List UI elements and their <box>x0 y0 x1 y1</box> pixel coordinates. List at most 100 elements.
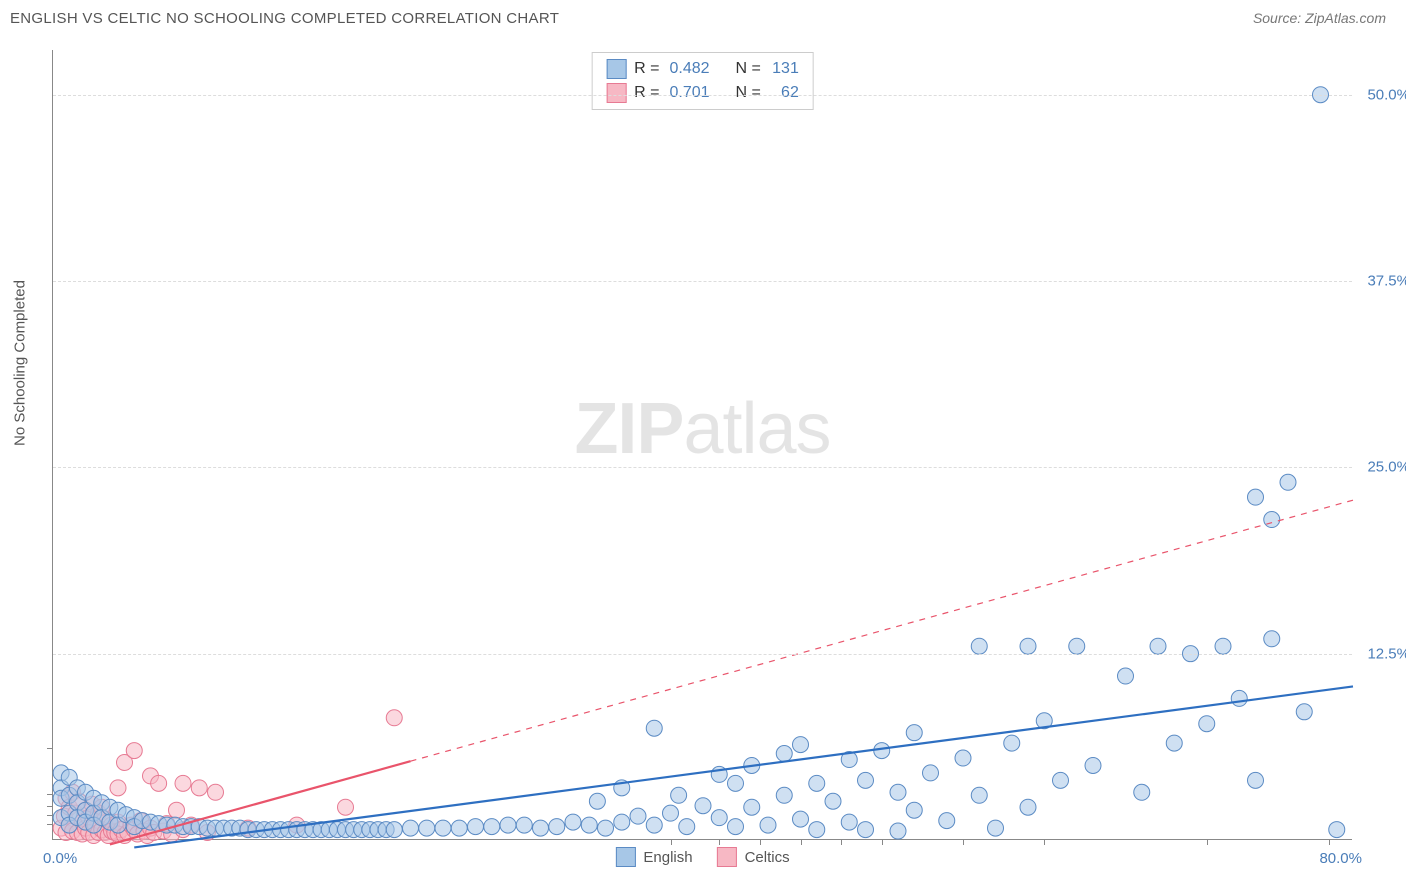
y-tick-label: 25.0% <box>1360 459 1406 476</box>
data-point <box>208 784 224 800</box>
data-point <box>858 822 874 838</box>
data-point <box>1166 735 1182 751</box>
y-tick <box>47 806 53 807</box>
data-point <box>906 802 922 818</box>
data-point <box>1280 474 1296 490</box>
data-point <box>1150 638 1166 654</box>
data-point <box>744 799 760 815</box>
data-point <box>793 811 809 827</box>
data-point <box>971 787 987 803</box>
data-point <box>695 798 711 814</box>
data-point <box>386 710 402 726</box>
data-point <box>126 743 142 759</box>
data-point <box>468 819 484 835</box>
data-point <box>1020 799 1036 815</box>
legend-item: English <box>615 847 692 867</box>
chart-source: Source: ZipAtlas.com <box>1253 10 1386 26</box>
grid-line <box>53 281 1352 282</box>
x-tick <box>1044 839 1045 845</box>
data-point <box>175 775 191 791</box>
data-point <box>403 820 419 836</box>
data-point <box>1329 822 1345 838</box>
data-point <box>435 820 451 836</box>
data-point <box>1215 638 1231 654</box>
correlation-chart: ENGLISH VS CELTIC NO SCHOOLING COMPLETED… <box>10 10 1396 882</box>
data-point <box>516 817 532 833</box>
data-point <box>630 808 646 824</box>
data-point <box>711 810 727 826</box>
y-tick <box>47 824 53 825</box>
data-point <box>338 799 354 815</box>
data-point <box>1069 638 1085 654</box>
data-point <box>533 820 549 836</box>
x-origin-label: 0.0% <box>43 850 77 867</box>
data-point <box>890 823 906 839</box>
y-tick <box>47 794 53 795</box>
data-point <box>614 814 630 830</box>
data-point <box>589 793 605 809</box>
data-point <box>939 813 955 829</box>
data-point <box>825 793 841 809</box>
data-point <box>858 772 874 788</box>
y-axis-label: No Schooling Completed <box>12 280 29 446</box>
data-point <box>776 746 792 762</box>
data-point <box>646 817 662 833</box>
data-point <box>955 750 971 766</box>
data-point <box>598 820 614 836</box>
x-tick <box>801 839 802 845</box>
data-point <box>971 638 987 654</box>
plot-area: ZIPatlas R =0.482N =131R =0.701N =62 Eng… <box>52 50 1352 840</box>
data-point <box>1264 512 1280 528</box>
data-point <box>581 817 597 833</box>
data-point <box>1248 772 1264 788</box>
data-point <box>549 819 565 835</box>
data-point <box>646 720 662 736</box>
data-point <box>890 784 906 800</box>
data-point <box>484 819 500 835</box>
data-point <box>169 802 185 818</box>
data-point <box>809 775 825 791</box>
data-point <box>1296 704 1312 720</box>
chart-title: ENGLISH VS CELTIC NO SCHOOLING COMPLETED… <box>10 10 559 27</box>
data-point <box>1118 668 1134 684</box>
data-point <box>988 820 1004 836</box>
data-point <box>1231 690 1247 706</box>
data-point <box>793 737 809 753</box>
grid-line <box>53 95 1352 96</box>
x-tick <box>882 839 883 845</box>
x-tick <box>841 839 842 845</box>
x-tick <box>671 839 672 845</box>
data-point <box>1199 716 1215 732</box>
trend-line <box>134 686 1353 847</box>
legend-item: Celtics <box>717 847 790 867</box>
legend-swatch <box>717 847 737 867</box>
x-tick <box>963 839 964 845</box>
data-point <box>760 817 776 833</box>
data-point <box>565 814 581 830</box>
x-max-label: 80.0% <box>1319 850 1362 867</box>
data-point <box>191 780 207 796</box>
y-tick-label: 37.5% <box>1360 273 1406 290</box>
data-point <box>1134 784 1150 800</box>
data-point <box>679 819 695 835</box>
y-tick <box>47 748 53 749</box>
data-point <box>776 787 792 803</box>
data-point <box>451 820 467 836</box>
data-point <box>841 814 857 830</box>
grid-line <box>53 654 1352 655</box>
x-tick <box>1207 839 1208 845</box>
data-point <box>1053 772 1069 788</box>
data-point <box>923 765 939 781</box>
grid-line <box>53 467 1352 468</box>
data-point <box>110 780 126 796</box>
data-point <box>1248 489 1264 505</box>
data-point <box>671 787 687 803</box>
data-point <box>386 822 402 838</box>
data-point <box>500 817 516 833</box>
data-point <box>906 725 922 741</box>
y-tick <box>47 815 53 816</box>
data-point <box>728 775 744 791</box>
x-tick <box>760 839 761 845</box>
y-tick-label: 50.0% <box>1360 86 1406 103</box>
scatter-svg <box>53 50 1352 839</box>
